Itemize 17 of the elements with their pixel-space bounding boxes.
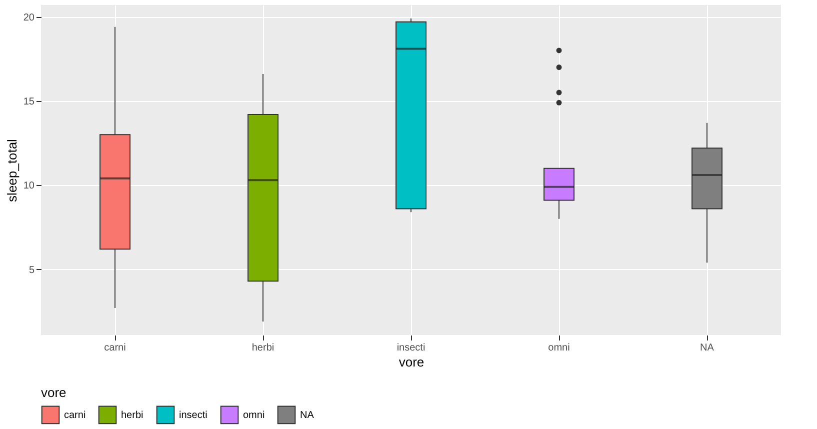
legend-title: vore <box>41 385 66 400</box>
y-tick-label: 10 <box>23 180 35 192</box>
x-tick-label: omni <box>548 342 570 354</box>
legend-label: carni <box>64 410 86 421</box>
legend-label: insecti <box>179 410 208 421</box>
y-tick-label: 20 <box>23 12 35 24</box>
y-axis-title: sleep_total <box>4 138 20 202</box>
x-tick-label: insecti <box>396 342 426 354</box>
x-tick-label: NA <box>700 342 714 354</box>
legend-label: omni <box>243 410 265 421</box>
legend-label: herbi <box>121 410 144 421</box>
x-tick-label: carni <box>104 342 126 354</box>
y-tick-label: 5 <box>28 264 35 276</box>
x-axis-title: vore <box>398 354 424 370</box>
x-tick-label: herbi <box>252 342 274 354</box>
y-tick-label: 15 <box>23 96 35 108</box>
legend-label: NA <box>300 410 314 421</box>
